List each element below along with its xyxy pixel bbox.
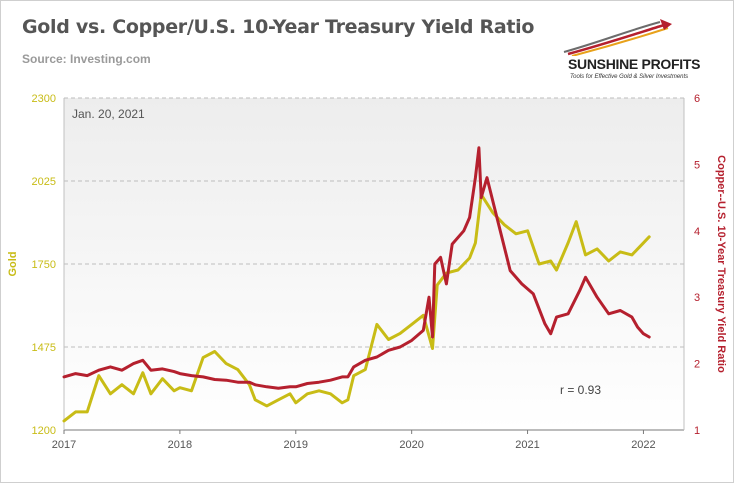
y-right-axis-label: Copper--U.S. 10-Year Treasury Yield Rati… (715, 155, 727, 373)
ratio-series-line (62, 146, 651, 390)
series-lines (62, 146, 651, 423)
x-tick-label: 2022 (631, 439, 655, 451)
grid-lines (64, 97, 684, 348)
gold-series-line (62, 193, 651, 423)
x-tick-label: 2018 (168, 439, 192, 451)
y-left-axis-label: Gold (7, 251, 19, 276)
y-left-tick-label: 2025 (32, 176, 56, 188)
y-left-tick-label: 2300 (32, 93, 56, 105)
axes: 1200 1475 1750 2025 2300 1 2 3 4 5 6 2017 2018 2019 20… (32, 93, 701, 451)
x-tick-label: 2021 (515, 439, 539, 451)
y-left-tick-label: 1200 (32, 425, 56, 437)
x-tick-label: 2020 (399, 439, 423, 451)
logo-swoosh-icon (563, 19, 672, 57)
date-label: Jan. 20, 2021 (72, 107, 145, 121)
y-left-tick-label: 1750 (32, 259, 56, 271)
sunshine-profits-logo: SUNSHINE PROFITS Tools for Effective Gol… (560, 16, 720, 80)
chart-title: Gold vs. Copper/U.S. 10-Year Treasury Yi… (22, 16, 535, 38)
y-right-tick-label: 1 (694, 425, 700, 437)
correlation-annotation: r = 0.93 (560, 383, 601, 397)
chart-source: Source: Investing.com (22, 52, 151, 66)
y-right-tick-label: 2 (694, 359, 700, 371)
logo-tagline: Tools for Effective Gold & Silver Invest… (570, 74, 689, 80)
y-right-tick-label: 4 (694, 226, 700, 238)
x-tick-label: 2019 (284, 439, 308, 451)
y-right-tick-label: 5 (694, 159, 700, 171)
logo-name: SUNSHINE PROFITS (568, 56, 701, 72)
y-left-tick-label: 1475 (32, 342, 56, 354)
x-tick-label: 2017 (52, 439, 76, 451)
y-right-tick-label: 3 (694, 292, 700, 304)
y-right-tick-label: 6 (694, 93, 700, 105)
